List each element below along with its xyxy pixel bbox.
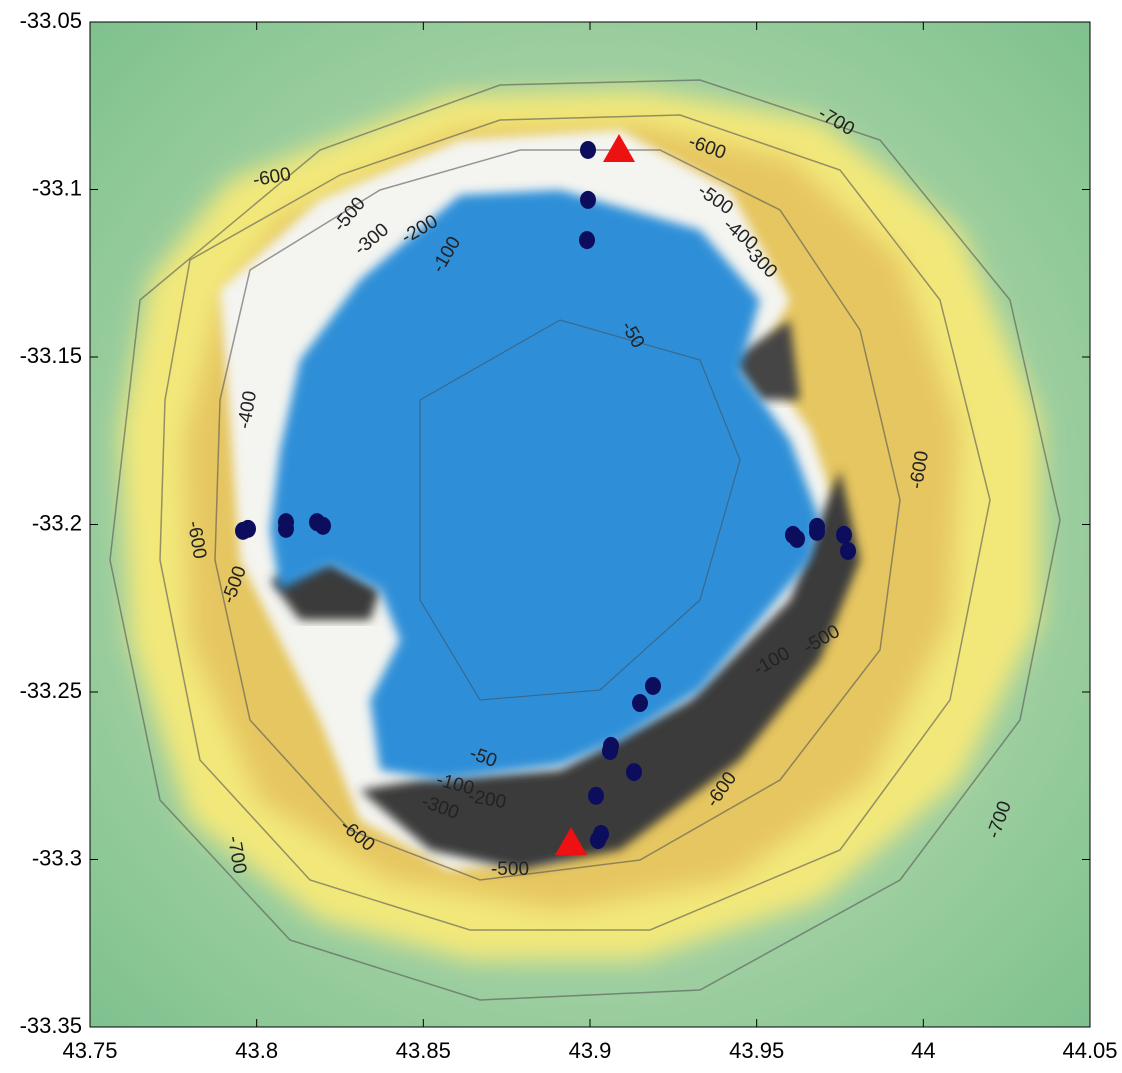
y-tick-label: -33.35 [20,1013,82,1038]
x-tick-label: 44.05 [1062,1038,1117,1063]
circle-marker [590,831,606,849]
x-tick-label: 43.75 [62,1038,117,1063]
circle-marker [580,191,596,209]
x-tick-label: 43.85 [396,1038,451,1063]
circle-marker [602,742,618,760]
circle-marker [645,677,661,695]
circle-marker [240,520,256,538]
x-tick-label: 43.8 [235,1038,278,1063]
circle-marker [626,763,642,781]
y-tick-label: -33.25 [20,678,82,703]
circle-marker [580,141,596,159]
circle-marker [840,542,856,560]
y-tick-label: -33.3 [32,845,82,870]
contour-label: -500 [491,859,529,880]
x-tick-label: 43.95 [729,1038,784,1063]
x-tick-label: 43.9 [569,1038,612,1063]
circle-marker [789,530,805,548]
circle-marker [579,231,595,249]
circle-marker [278,520,294,538]
circle-marker [836,526,852,544]
circle-marker [588,787,604,805]
y-tick-label: -33.15 [20,343,82,368]
y-tick-label: -33.05 [20,8,82,33]
circle-marker [315,517,331,535]
map-chart: -700-600-500-400-300-600-500-300-200-100… [0,0,1122,1068]
circle-marker [632,694,648,712]
y-tick-label: -33.1 [32,175,82,200]
y-tick-label: -33.2 [32,510,82,535]
circle-marker [809,523,825,541]
x-tick-label: 44 [911,1038,935,1063]
